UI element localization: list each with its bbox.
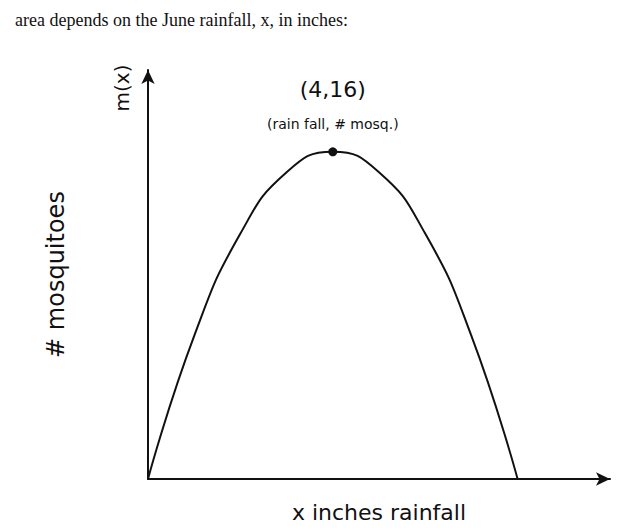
svg-text:x inches rainfall: x inches rainfall bbox=[292, 500, 466, 525]
svg-text:(4,16): (4,16) bbox=[300, 77, 366, 102]
svg-text:area depends on the June rainf: area depends on the June rainfall, x, in… bbox=[15, 10, 348, 30]
svg-text:# mosquitoes: # mosquitoes bbox=[42, 191, 70, 358]
svg-text:m(x): m(x) bbox=[110, 65, 134, 112]
svg-text:(rain fall, # mosq.): (rain fall, # mosq.) bbox=[267, 116, 399, 132]
